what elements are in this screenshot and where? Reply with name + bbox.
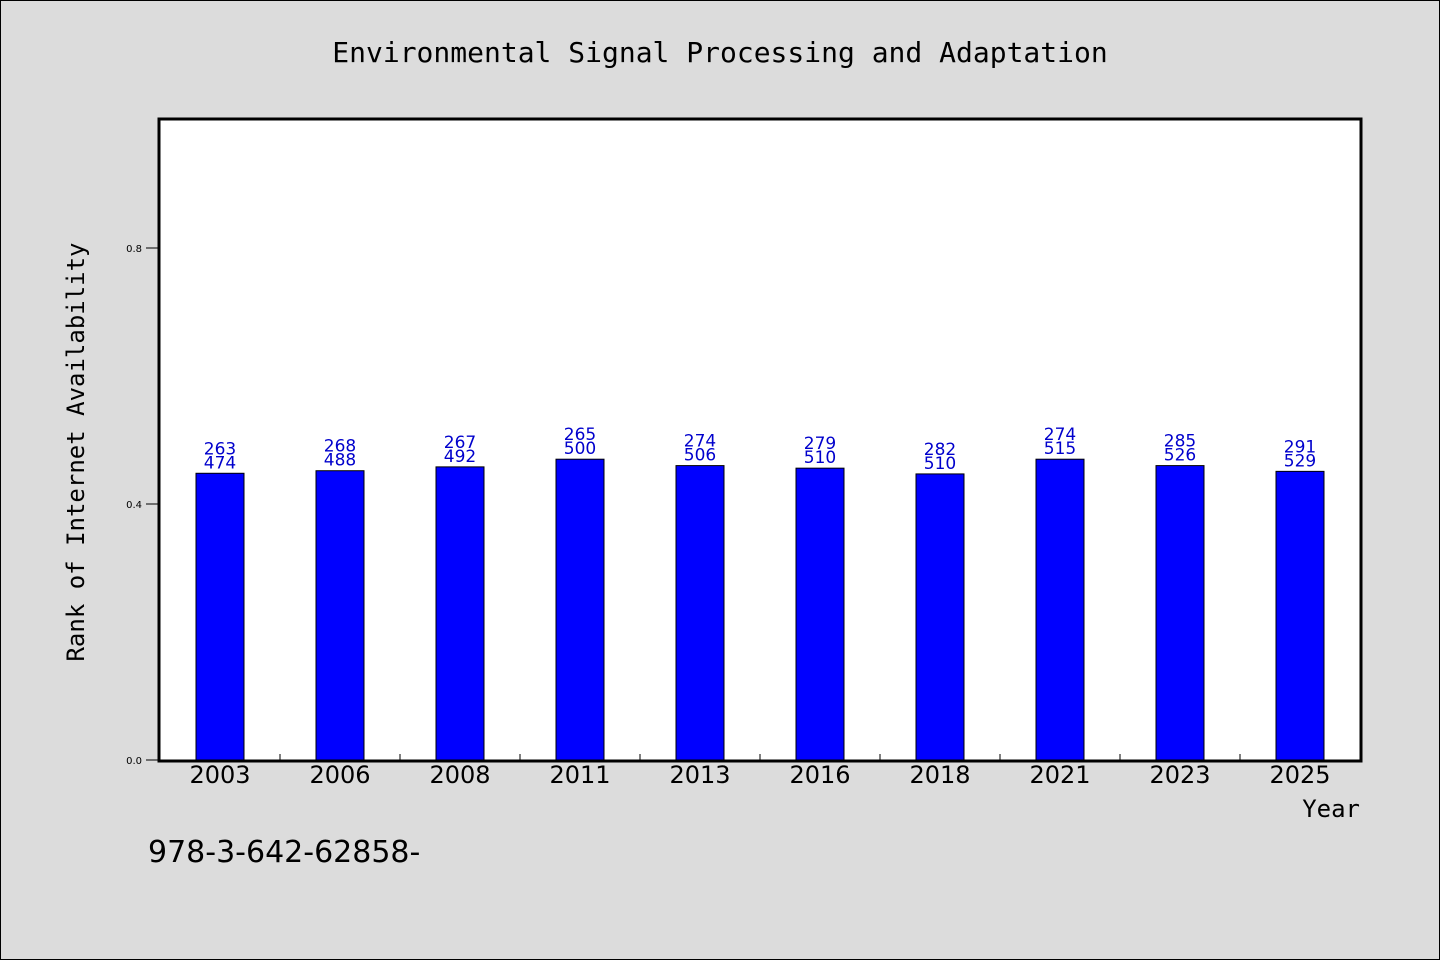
- bar-2006: [315, 470, 365, 761]
- footer-text: 978-3-642-62858-: [148, 835, 420, 870]
- bar-2008: [435, 466, 485, 761]
- bar-value-label-top: 263: [204, 439, 236, 459]
- x-tick-label: 2025: [1269, 761, 1330, 789]
- y-ticks-group: 0.0 0.4 0.8: [126, 244, 160, 767]
- bar-value-label-top: 274: [1044, 425, 1076, 445]
- bar-value-label-top: 267: [444, 433, 476, 453]
- bar-2018: [915, 473, 965, 761]
- bar-2016: [795, 467, 845, 761]
- x-tick-label: 2021: [1029, 761, 1090, 789]
- bar-2011: [555, 458, 605, 761]
- y-tick-label: 0.4: [126, 500, 142, 511]
- y-axis-label: Rank of Internet Availability: [62, 242, 90, 661]
- bar-value-label-bottom: 474: [204, 453, 236, 473]
- bar-value-label-top: 268: [324, 437, 356, 457]
- bar-value-label-top: 291: [1284, 437, 1316, 457]
- bar-value-label-bottom: 500: [564, 439, 596, 459]
- x-tick-label: 2016: [789, 761, 850, 789]
- bar-value-label-bottom: 492: [444, 447, 476, 467]
- bar-value-label-bottom: 510: [924, 454, 956, 474]
- bar-value-label-bottom: 510: [804, 448, 836, 468]
- x-tick-label: 2006: [309, 761, 370, 789]
- x-ticks-group: 2003 2006 2008 2011 2013 2016 2018 2021 2023 2025: [189, 754, 1331, 789]
- x-axis-label: Year: [1302, 795, 1360, 823]
- bar-value-label-bottom: 529: [1284, 451, 1316, 471]
- bar-2013: [675, 465, 725, 761]
- bar-value-label-top: 282: [924, 440, 956, 460]
- bar-2021: [1035, 458, 1085, 761]
- x-tick-label: 2023: [1149, 761, 1210, 789]
- x-tick-label: 2013: [669, 761, 730, 789]
- x-tick-label: 2018: [909, 761, 970, 789]
- bar-value-label-bottom: 526: [1164, 446, 1196, 466]
- x-tick-label: 2003: [189, 761, 250, 789]
- bar-value-label-top: 274: [684, 432, 716, 452]
- x-tick-label: 2008: [429, 761, 490, 789]
- bar-value-label-top: 265: [564, 425, 596, 445]
- bar-2023: [1155, 465, 1205, 761]
- chart-title: Environmental Signal Processing and Adap…: [332, 36, 1107, 69]
- bar-value-label-bottom: 515: [1044, 439, 1076, 459]
- x-tick-label: 2011: [549, 761, 610, 789]
- bar-value-label-top: 279: [804, 434, 836, 454]
- bars-group: [195, 458, 1325, 761]
- bar-2003: [195, 472, 245, 761]
- y-tick-label: 0.8: [126, 244, 142, 255]
- y-tick-label: 0.0: [126, 756, 142, 767]
- bar-2025: [1275, 470, 1325, 761]
- bar-value-label-bottom: 506: [684, 446, 716, 466]
- bar-value-label-top: 285: [1164, 432, 1196, 452]
- bar-value-label-bottom: 488: [324, 451, 356, 471]
